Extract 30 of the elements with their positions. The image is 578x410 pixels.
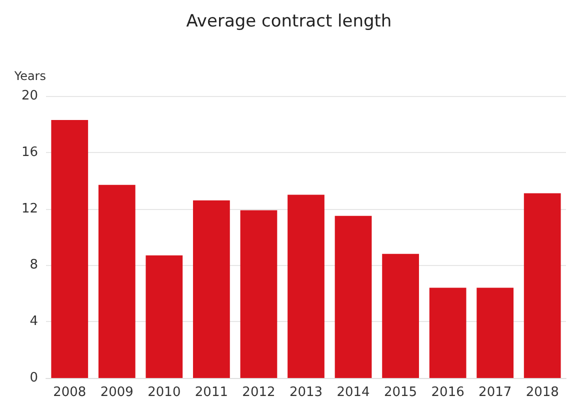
x-tick-label: 2016 [431, 385, 464, 400]
bar [146, 255, 183, 378]
y-tick-label: 0 [30, 370, 38, 386]
y-tick-label: 8 [30, 258, 38, 273]
x-tick-label: 2011 [194, 385, 228, 400]
x-tick-label: 2010 [148, 385, 181, 400]
x-tick-label: 2009 [100, 385, 134, 400]
bar [334, 216, 372, 378]
bar [288, 194, 324, 378]
y-tick-label: 12 [21, 201, 38, 216]
bar [51, 120, 88, 378]
x-tick-label: 2008 [53, 385, 86, 400]
x-tick-label: 2013 [289, 385, 323, 400]
x-tick-label: 2012 [242, 385, 276, 400]
bar [98, 184, 136, 378]
y-axis-title: Years [13, 69, 46, 83]
y-tick-label: 16 [21, 144, 38, 160]
bar [429, 288, 466, 378]
x-tick-label: 2018 [526, 385, 559, 400]
bar [382, 254, 419, 378]
bar [524, 193, 561, 378]
bar [240, 210, 278, 378]
y-tick-label: 20 [21, 88, 38, 104]
y-tick-label: 4 [30, 314, 38, 330]
x-tick-label: 2015 [384, 385, 418, 400]
bar [193, 200, 230, 378]
x-tick-label: 2014 [336, 385, 370, 400]
x-tick-label: 2017 [478, 385, 512, 400]
chart-title: Average contract length [186, 12, 392, 32]
bar [476, 288, 514, 378]
